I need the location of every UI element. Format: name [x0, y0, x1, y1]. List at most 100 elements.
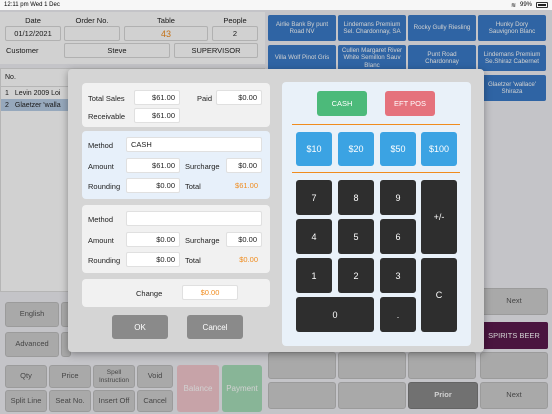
change-panel: Change $0.00: [82, 279, 270, 307]
product-button[interactable]: Hunky Dory Sauvignon Blanc: [478, 15, 546, 41]
rounding-label: Rounding: [88, 182, 121, 191]
empty-slot-button[interactable]: [268, 352, 336, 379]
row-no: 2: [5, 101, 9, 109]
key-3[interactable]: 3: [380, 258, 416, 293]
product-button[interactable]: Lindemans Premium Sel. Chardonnay, SA: [338, 15, 406, 41]
product-button[interactable]: Punt Road Chardonnay: [408, 45, 476, 71]
surcharge-label: Surcharge: [185, 236, 220, 245]
seat-no-button[interactable]: Seat No.: [49, 390, 91, 412]
receivable-label: Receivable: [88, 112, 126, 121]
customer-field[interactable]: Steve: [64, 43, 170, 58]
row-item: Levin 2009 Loi: [14, 89, 61, 97]
change-label: Change: [136, 289, 163, 298]
empty-slot-button[interactable]: [408, 352, 476, 379]
surcharge-label: Surcharge: [185, 162, 220, 171]
method-field[interactable]: CASH: [126, 137, 262, 152]
cash-button[interactable]: CASH: [317, 91, 367, 116]
english-button[interactable]: English: [5, 302, 59, 327]
prior-button[interactable]: Prior: [408, 382, 478, 409]
key-9[interactable]: 9: [380, 180, 416, 215]
row-item: Glaetzer 'walla: [14, 101, 61, 109]
product-button[interactable]: Rocky Gully Riesling: [408, 15, 476, 41]
status-time: 12:11 pm: [4, 2, 29, 8]
next-page-button[interactable]: Next: [480, 288, 548, 315]
key-8[interactable]: 8: [338, 180, 374, 215]
balance-button[interactable]: Balance: [177, 365, 219, 412]
battery-icon: [536, 2, 548, 8]
eftpos-button[interactable]: EFT POS: [385, 91, 435, 116]
battery-percent: 99%: [519, 2, 532, 8]
keypad-panel: CASH EFT POS $10 $20 $50 $100 7 8 9 +/- …: [282, 82, 471, 346]
method-field[interactable]: [126, 211, 262, 226]
surcharge-field[interactable]: $0.00: [226, 232, 262, 247]
product-button[interactable]: Glaetzer 'wallace' Shiraza: [478, 75, 546, 101]
key-2[interactable]: 2: [338, 258, 374, 293]
amount-label: Amount: [88, 236, 114, 245]
ok-button[interactable]: OK: [112, 315, 168, 339]
wifi-icon: ≋: [510, 2, 516, 9]
quick-amount-20-button[interactable]: $20: [338, 132, 374, 166]
people-label: People: [223, 16, 247, 25]
spirits-beer-button[interactable]: SPIRITS BEER: [480, 322, 548, 349]
key-4[interactable]: 4: [296, 219, 332, 254]
total-sales-field: $61.00: [134, 90, 180, 105]
payment-line-2: Method Amount $0.00 Surcharge $0.00 Roun…: [82, 205, 270, 273]
status-bar: 12:11 pm Wed 1 Dec ≋ 99%: [0, 0, 552, 10]
split-line-button[interactable]: Split Line: [5, 390, 47, 412]
amount-field[interactable]: $61.00: [126, 158, 180, 173]
order-row[interactable]: 1 Levin 2009 Loi: [1, 87, 264, 99]
order-no-field[interactable]: [64, 26, 120, 41]
table-label: Table: [157, 16, 175, 25]
people-field[interactable]: 2: [212, 26, 258, 41]
key-7[interactable]: 7: [296, 180, 332, 215]
total-field: $0.00: [239, 255, 258, 264]
empty-slot-button[interactable]: [338, 382, 406, 409]
empty-slot-button[interactable]: [480, 352, 548, 379]
empty-slot-button[interactable]: [338, 352, 406, 379]
qty-button[interactable]: Qty: [5, 365, 47, 388]
surcharge-field[interactable]: $0.00: [226, 158, 262, 173]
void-button[interactable]: Void: [137, 365, 173, 388]
staff-field[interactable]: SUPERVISOR: [174, 43, 258, 58]
method-label: Method: [88, 215, 114, 224]
quick-amount-50-button[interactable]: $50: [380, 132, 416, 166]
customer-label: Customer: [6, 46, 39, 55]
key-6[interactable]: 6: [380, 219, 416, 254]
rounding-label: Rounding: [88, 256, 121, 265]
cancel-button[interactable]: Cancel: [187, 315, 243, 339]
date-field[interactable]: 01/12/2021: [5, 26, 61, 41]
insert-off-button[interactable]: Insert Off: [93, 390, 135, 412]
payment-button[interactable]: Payment: [222, 365, 262, 412]
clear-key[interactable]: C: [421, 258, 457, 332]
key-5[interactable]: 5: [338, 219, 374, 254]
total-field: $61.00: [235, 181, 258, 190]
cancel-order-button[interactable]: Cancel: [137, 390, 173, 412]
amount-label: Amount: [88, 162, 114, 171]
receivable-field: $61.00: [134, 108, 180, 123]
rounding-field[interactable]: $0.00: [126, 252, 180, 267]
paid-field: $0.00: [216, 90, 262, 105]
rounding-field[interactable]: $0.00: [126, 178, 180, 193]
product-button[interactable]: Villa Wolf Pinot Gris: [268, 45, 336, 71]
payment-dialog: Total Sales $61.00 Paid $0.00 Receivable…: [68, 69, 484, 352]
product-button[interactable]: Lindemans Premium Se.Shiraz Cabernet: [478, 45, 546, 71]
plus-minus-key[interactable]: +/-: [421, 180, 457, 254]
order-no-label: Order No.: [75, 16, 109, 25]
key-1[interactable]: 1: [296, 258, 332, 293]
product-button[interactable]: Airlie Bank By punt Road NV: [268, 15, 336, 41]
product-button[interactable]: Cullen Margaret River White Semillon Sau…: [338, 45, 406, 71]
next-button[interactable]: Next: [480, 382, 548, 409]
quick-amount-100-button[interactable]: $100: [421, 132, 457, 166]
table-field[interactable]: 43: [124, 26, 208, 41]
empty-slot-button[interactable]: [268, 382, 336, 409]
divider: [292, 124, 460, 125]
price-button[interactable]: Price: [49, 365, 91, 388]
key-0[interactable]: 0: [296, 297, 374, 332]
advanced-button[interactable]: Advanced: [5, 332, 59, 357]
quick-amount-10-button[interactable]: $10: [296, 132, 332, 166]
key-decimal[interactable]: .: [380, 297, 416, 332]
spell-instruction-button[interactable]: Spell Instruction: [93, 365, 135, 388]
amount-field[interactable]: $0.00: [126, 232, 180, 247]
total-label: Total: [185, 256, 201, 265]
total-sales-label: Total Sales: [88, 94, 125, 103]
